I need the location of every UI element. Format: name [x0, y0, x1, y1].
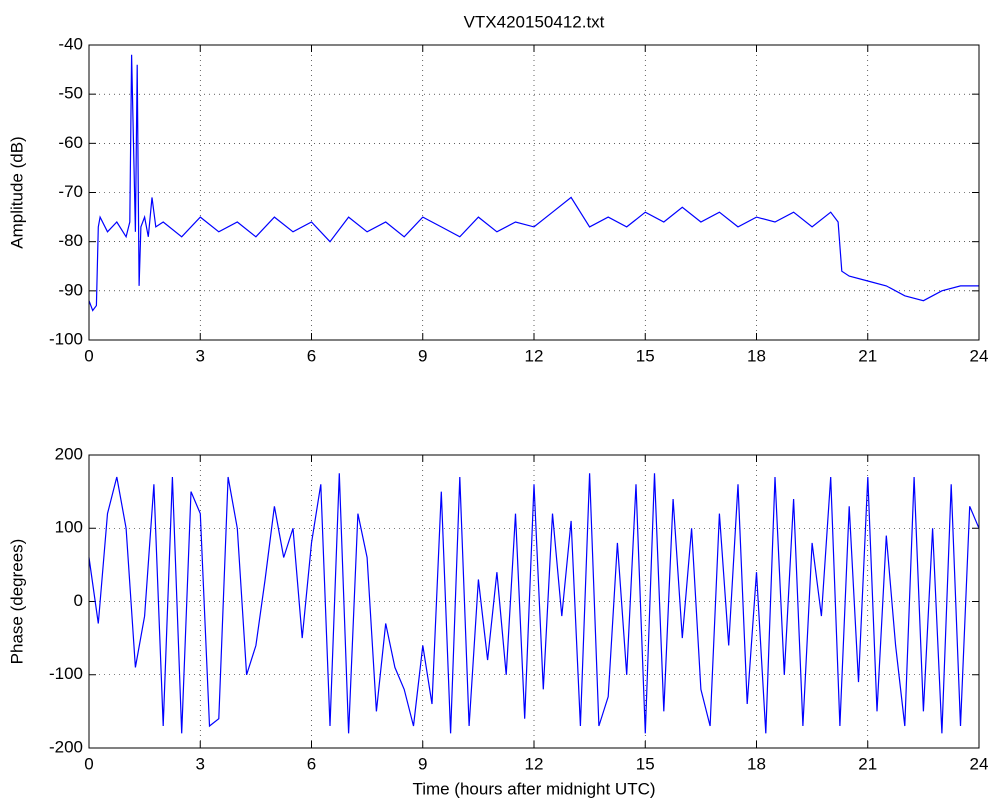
x-tick-label: 24	[970, 346, 989, 365]
x-tick-label: 9	[418, 346, 427, 365]
x-tick-label: 24	[970, 754, 989, 773]
y-tick-label: 0	[74, 591, 83, 610]
y-tick-label: -100	[49, 664, 83, 683]
y-tick-label: -80	[58, 231, 83, 250]
y-tick-label: -100	[49, 329, 83, 348]
x-tick-label: 21	[858, 754, 877, 773]
x-axis-label: Time (hours after midnight UTC)	[412, 779, 655, 798]
y-tick-label: -60	[58, 133, 83, 152]
y-tick-label: -70	[58, 182, 83, 201]
x-tick-label: 18	[747, 754, 766, 773]
x-tick-label: 6	[307, 754, 316, 773]
y-tick-label: -200	[49, 737, 83, 756]
data-line	[88, 473, 980, 734]
x-tick-label: 15	[636, 754, 655, 773]
y-tick-label: 200	[55, 444, 83, 463]
x-tick-label: 0	[84, 346, 93, 365]
chart-title: VTX420150412.txt	[464, 12, 605, 31]
x-tick-label: 3	[196, 346, 205, 365]
x-tick-label: 12	[525, 346, 544, 365]
x-tick-label: 18	[747, 346, 766, 365]
x-tick-label: 15	[636, 346, 655, 365]
y-axis-label: Amplitude (dB)	[7, 136, 26, 248]
y-tick-label: -90	[58, 280, 83, 299]
data-line	[88, 54, 979, 312]
x-tick-label: 12	[525, 754, 544, 773]
x-tick-label: 3	[196, 754, 205, 773]
y-tick-label: 100	[55, 518, 83, 537]
y-tick-label: -40	[58, 34, 83, 53]
axes-frame	[88, 44, 980, 341]
x-tick-label: 6	[307, 346, 316, 365]
x-tick-label: 9	[418, 754, 427, 773]
y-axis-label: Phase (degrees)	[7, 539, 26, 665]
y-tick-label: -50	[58, 84, 83, 103]
axes-frame	[88, 454, 980, 749]
x-tick-label: 0	[84, 754, 93, 773]
x-tick-label: 21	[858, 346, 877, 365]
